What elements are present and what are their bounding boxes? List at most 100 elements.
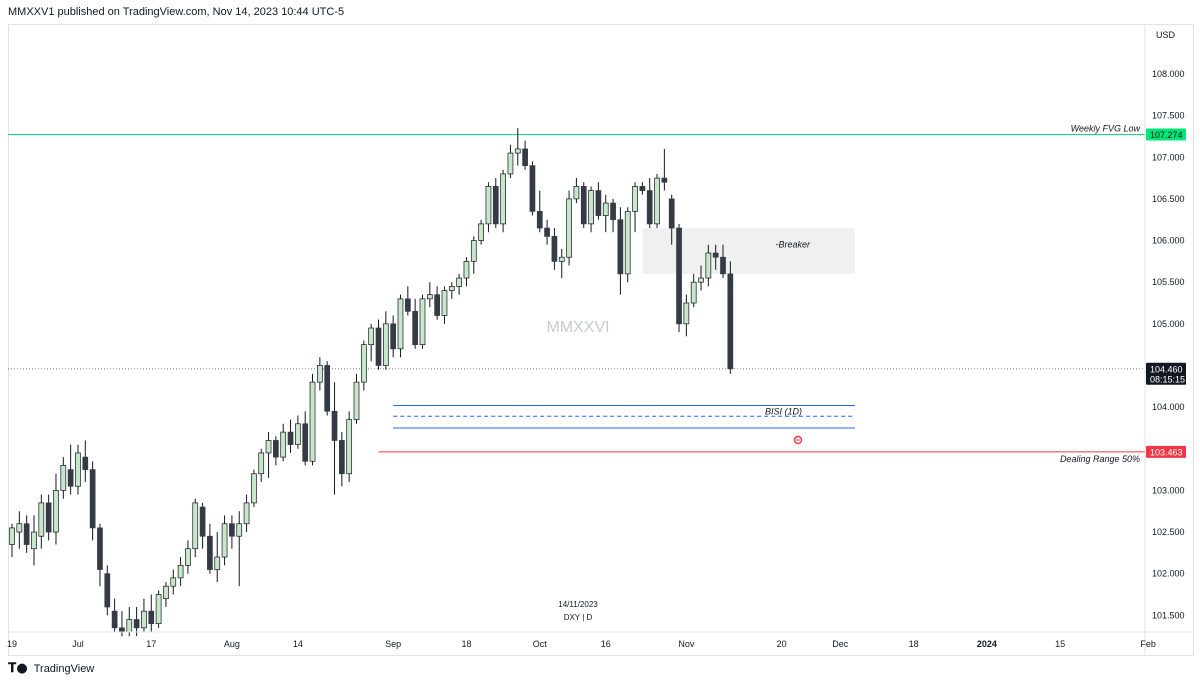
candle[interactable] (368, 323, 375, 362)
candle[interactable] (243, 494, 250, 533)
candle[interactable] (397, 294, 404, 358)
chart-frame[interactable] (8, 24, 1194, 656)
candle[interactable] (566, 190, 572, 266)
candle[interactable] (588, 186, 594, 233)
candle[interactable] (207, 523, 213, 574)
candle[interactable] (676, 223, 682, 333)
candle[interactable] (155, 590, 162, 628)
candle[interactable] (23, 515, 30, 553)
candle[interactable] (624, 207, 631, 283)
candle[interactable] (258, 448, 265, 483)
candle[interactable] (595, 182, 602, 220)
candle[interactable] (346, 411, 353, 483)
candle[interactable] (75, 444, 81, 495)
candle[interactable] (529, 161, 536, 216)
candle[interactable] (324, 361, 331, 416)
candle[interactable] (639, 182, 646, 195)
candle[interactable] (580, 182, 587, 229)
candle[interactable] (382, 311, 389, 370)
candle[interactable] (280, 423, 287, 462)
candle[interactable] (45, 494, 52, 541)
candle[interactable] (148, 594, 155, 632)
candle[interactable] (67, 444, 74, 495)
annotation-label[interactable]: Weekly FVG Low (1071, 123, 1141, 133)
candle[interactable] (390, 315, 397, 358)
candle[interactable] (536, 190, 543, 233)
candle[interactable] (221, 515, 228, 566)
candle[interactable] (683, 294, 690, 337)
annotation-label[interactable]: -Breaker (775, 240, 811, 250)
candle[interactable] (551, 228, 558, 270)
candle[interactable] (500, 169, 506, 233)
candle[interactable] (705, 244, 712, 287)
candle[interactable] (720, 244, 726, 279)
candle[interactable] (82, 440, 89, 483)
candle[interactable] (133, 607, 140, 637)
candle[interactable] (331, 382, 338, 495)
candle[interactable] (273, 436, 279, 466)
candle[interactable] (690, 273, 697, 308)
candle[interactable] (229, 515, 235, 549)
candle[interactable] (448, 282, 455, 299)
candle[interactable] (668, 194, 675, 245)
candle[interactable] (646, 178, 653, 229)
candle[interactable] (507, 144, 514, 179)
candle[interactable] (661, 148, 668, 191)
candle[interactable] (404, 286, 411, 316)
candle[interactable] (558, 248, 565, 279)
candle[interactable] (141, 598, 147, 632)
candle[interactable] (317, 357, 323, 391)
candle[interactable] (463, 257, 470, 287)
candle[interactable] (419, 294, 426, 349)
candle[interactable] (492, 178, 499, 229)
candle[interactable] (163, 582, 169, 608)
candle[interactable] (170, 569, 177, 595)
candle[interactable] (485, 182, 492, 233)
candle[interactable] (434, 286, 440, 320)
candle[interactable] (654, 173, 660, 229)
candle[interactable] (31, 515, 37, 566)
candle[interactable] (16, 511, 23, 549)
candle[interactable] (712, 244, 719, 270)
candle[interactable] (302, 411, 309, 466)
candle[interactable] (544, 219, 550, 245)
tradingview-logo[interactable]: 𝐓● TradingView (8, 661, 94, 676)
candle[interactable] (602, 194, 609, 233)
candle[interactable] (38, 494, 45, 549)
candle[interactable] (192, 498, 199, 558)
candle[interactable] (522, 140, 528, 170)
annotation-label[interactable]: BISI (1D) (765, 406, 802, 416)
candle[interactable] (265, 432, 272, 478)
candle[interactable] (375, 319, 382, 370)
candle[interactable] (727, 261, 734, 374)
candle[interactable] (214, 532, 221, 583)
candle[interactable] (478, 219, 484, 245)
candle[interactable] (426, 282, 433, 308)
candle[interactable] (514, 128, 521, 166)
candle[interactable] (185, 540, 191, 574)
candle[interactable] (89, 461, 96, 541)
candle[interactable] (295, 415, 301, 449)
candle[interactable] (610, 198, 616, 233)
candle[interactable] (698, 265, 704, 291)
alert-icon[interactable] (793, 435, 803, 445)
breaker-zone[interactable] (642, 228, 855, 274)
candle[interactable] (251, 469, 257, 508)
candle[interactable] (353, 373, 360, 424)
candle[interactable] (309, 373, 316, 466)
candle[interactable] (573, 178, 580, 204)
candle[interactable] (236, 511, 243, 587)
candle[interactable] (632, 182, 638, 233)
candle[interactable] (470, 236, 477, 274)
candle[interactable] (287, 419, 294, 453)
candle[interactable] (111, 598, 118, 632)
candle[interactable] (199, 502, 206, 549)
candle[interactable] (104, 565, 111, 616)
candle[interactable] (412, 298, 418, 349)
candle[interactable] (360, 340, 367, 391)
candle[interactable] (339, 432, 345, 487)
candlestick-chart[interactable]: MMXXVI Weekly FVG Low -Breaker BISI (1D) De… (0, 0, 1200, 656)
candle[interactable] (60, 457, 67, 499)
candle[interactable] (53, 473, 59, 545)
candle[interactable] (97, 523, 103, 587)
